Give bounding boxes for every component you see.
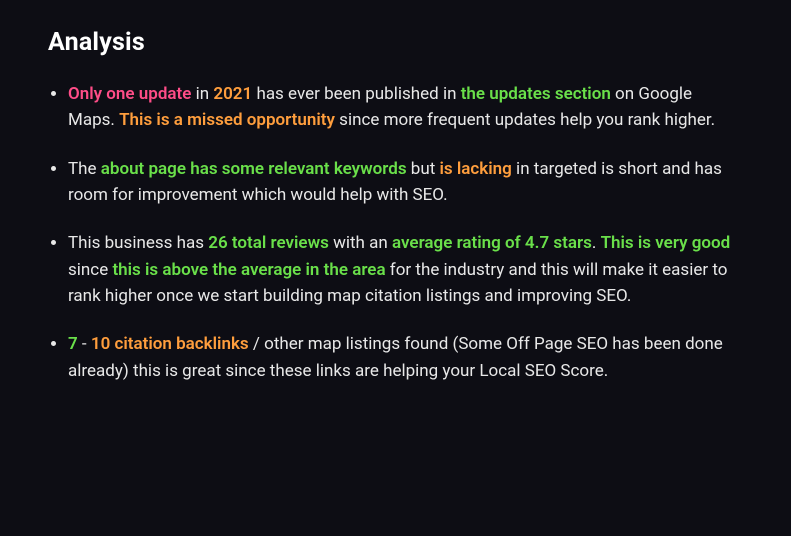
analysis-bullet: The about page has some relevant keyword… bbox=[68, 156, 743, 209]
text-segment: the updates section bbox=[461, 84, 611, 104]
text-segment: since bbox=[68, 260, 112, 280]
text-segment: average rating of 4.7 stars bbox=[392, 233, 592, 253]
text-segment: . bbox=[592, 233, 601, 253]
text-segment: Only one update bbox=[68, 84, 191, 104]
text-segment: 26 total reviews bbox=[208, 233, 329, 253]
text-segment: this is above the average in the area bbox=[112, 260, 385, 280]
analysis-title: Analysis bbox=[48, 28, 743, 57]
text-segment: with an bbox=[329, 233, 392, 253]
text-segment: 2021 bbox=[213, 84, 252, 104]
text-segment: This is very good bbox=[601, 233, 731, 253]
text-segment: 10 citation backlinks bbox=[91, 334, 249, 354]
analysis-bullet: 7 - 10 citation backlinks / other map li… bbox=[68, 331, 743, 384]
text-segment: - bbox=[78, 334, 91, 354]
text-segment: about page has some relevant keywords bbox=[101, 159, 407, 179]
analysis-bullet: This business has 26 total reviews with … bbox=[68, 230, 743, 309]
text-segment: This business has bbox=[68, 233, 208, 253]
text-segment: but bbox=[407, 159, 440, 179]
text-segment: has ever been published in bbox=[252, 84, 460, 104]
text-segment: in bbox=[191, 84, 213, 104]
text-segment: This is a missed opportunity bbox=[119, 110, 335, 130]
analysis-bullet: Only one update in 2021 has ever been pu… bbox=[68, 81, 743, 134]
text-segment: since more frequent updates help you ran… bbox=[335, 110, 715, 130]
text-segment: 7 bbox=[68, 334, 78, 354]
analysis-list: Only one update in 2021 has ever been pu… bbox=[48, 81, 743, 384]
text-segment: is lacking bbox=[439, 159, 511, 179]
text-segment: The bbox=[68, 159, 101, 179]
